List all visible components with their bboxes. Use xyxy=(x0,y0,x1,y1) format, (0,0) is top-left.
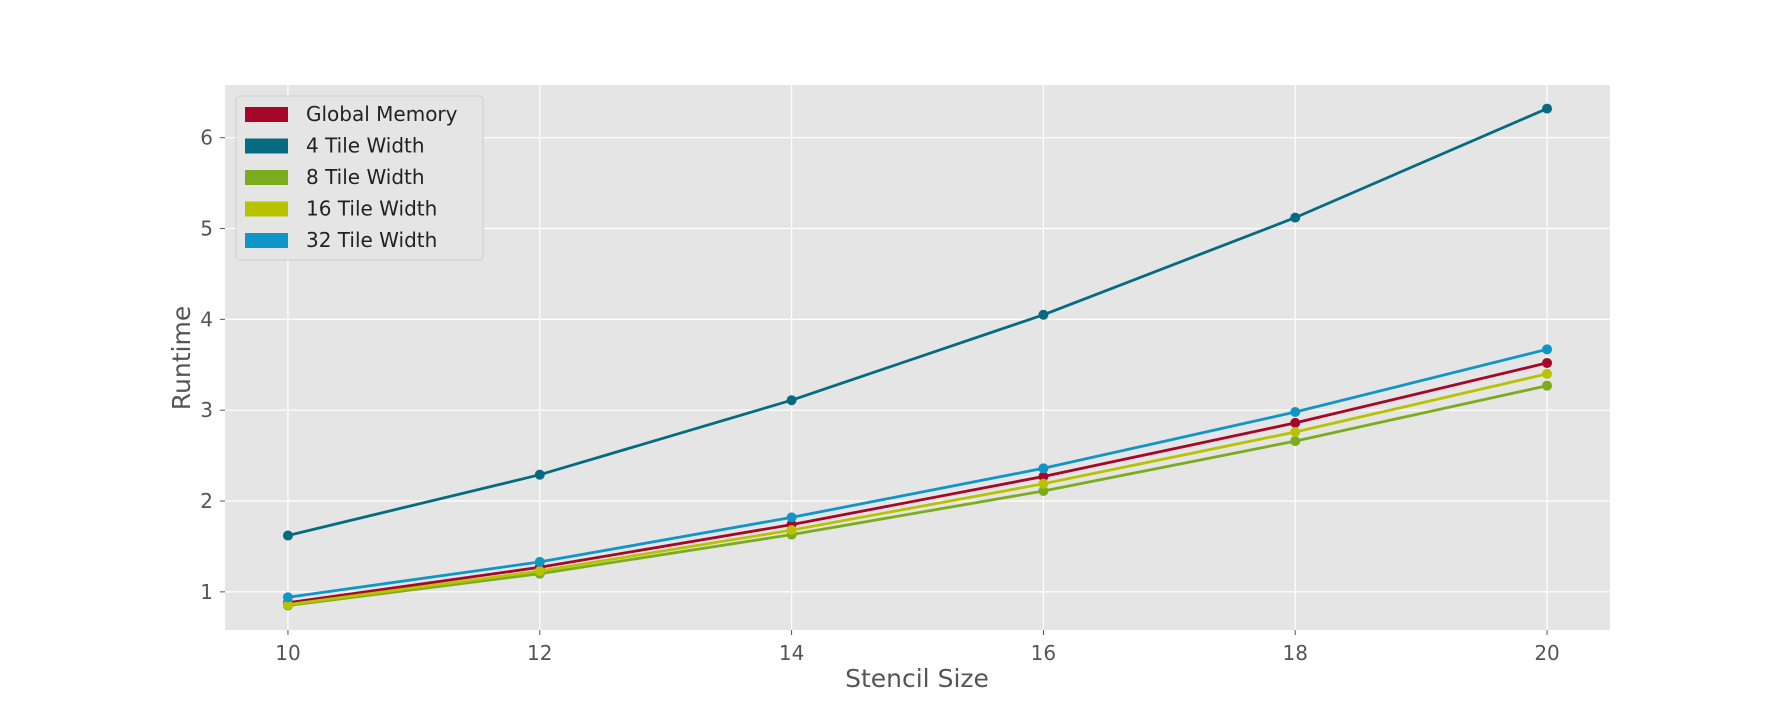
y-tick-label: 3 xyxy=(200,398,213,422)
data-point xyxy=(786,525,797,536)
legend-box xyxy=(235,95,484,261)
legend-label: 16 Tile Width xyxy=(306,197,437,221)
x-tick-label: 12 xyxy=(527,641,552,665)
y-tick-label: 1 xyxy=(200,580,213,604)
x-tick-label: 14 xyxy=(779,641,804,665)
data-point xyxy=(1290,417,1301,428)
legend-label: 4 Tile Width xyxy=(306,134,425,158)
data-point xyxy=(1038,486,1049,497)
data-point xyxy=(1542,368,1553,379)
x-tick-label: 16 xyxy=(1031,641,1056,665)
x-tick-label: 20 xyxy=(1534,641,1559,665)
data-point xyxy=(534,556,545,567)
series-4 xyxy=(282,344,1553,603)
series-line xyxy=(287,372,1548,606)
y-tick-label: 2 xyxy=(200,489,213,513)
legend-swatch xyxy=(245,170,288,185)
series-1 xyxy=(282,103,1553,541)
data-point xyxy=(1038,463,1049,474)
legend-label: Global Memory xyxy=(306,102,458,126)
series-line xyxy=(287,361,1548,605)
data-point xyxy=(282,592,293,603)
data-point xyxy=(1290,436,1301,447)
legend-swatch xyxy=(245,138,288,154)
data-point xyxy=(534,565,545,576)
series-3 xyxy=(282,368,1553,610)
y-tick-label: 6 xyxy=(200,126,213,150)
legend-swatch xyxy=(245,233,288,248)
series-group xyxy=(282,103,1553,611)
y-tick-label: 4 xyxy=(200,307,213,331)
data-point xyxy=(1290,212,1301,223)
data-point xyxy=(1542,357,1553,368)
series-line xyxy=(287,347,1548,599)
legend-swatch xyxy=(245,107,288,122)
data-point xyxy=(1038,471,1049,482)
x-axis-label: Stencil Size xyxy=(845,664,989,693)
data-point xyxy=(534,469,545,480)
data-point xyxy=(1290,426,1301,437)
x-tick-label: 18 xyxy=(1283,641,1308,665)
data-point xyxy=(1542,380,1553,391)
data-point xyxy=(786,395,797,406)
legend-label: 32 Tile Width xyxy=(306,228,437,252)
data-point xyxy=(1542,103,1553,114)
series-line xyxy=(287,384,1548,607)
y-axis-label: Runtime xyxy=(167,306,196,410)
x-tick-label: 10 xyxy=(275,641,300,665)
data-point xyxy=(786,512,797,523)
legend-label: 8 Tile Width xyxy=(306,165,425,189)
series-line xyxy=(287,107,1548,537)
legend: Global Memory 4 Tile Width 8 Tile Width 16 … xyxy=(235,95,484,261)
legend-swatch xyxy=(245,201,288,217)
data-point xyxy=(1038,478,1049,489)
data-point xyxy=(1542,344,1553,355)
data-point xyxy=(282,530,293,541)
y-tick-label: 5 xyxy=(200,217,213,241)
data-point xyxy=(282,599,293,610)
data-point xyxy=(1290,407,1301,417)
data-point xyxy=(1038,309,1049,320)
